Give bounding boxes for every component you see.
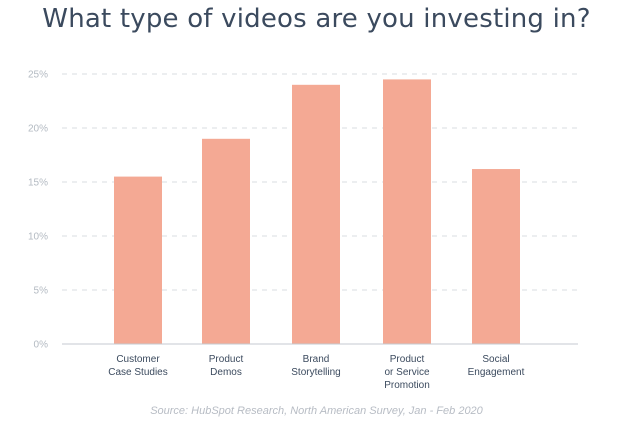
x-tick-label: Product or Service Promotion xyxy=(384,354,430,391)
chart-source: Source: HubSpot Research, North American… xyxy=(150,405,483,417)
y-tick-label: 5% xyxy=(34,286,49,297)
x-tick-label: Social Engagement xyxy=(468,354,525,378)
y-tick-label: 15% xyxy=(28,178,48,189)
bar xyxy=(202,138,250,344)
bar xyxy=(114,176,162,344)
y-tick-label: 25% xyxy=(28,70,48,81)
x-tick-label: Customer Case Studies xyxy=(108,354,167,378)
x-tick-label: Brand Storytelling xyxy=(291,354,340,378)
x-tick-label: Product Demos xyxy=(209,354,244,378)
y-tick-label: 10% xyxy=(28,232,48,243)
chart-title: What type of videos are you investing in… xyxy=(42,4,591,34)
y-tick-label: 0% xyxy=(34,340,49,351)
bar xyxy=(472,169,520,344)
bar xyxy=(383,79,431,345)
bar xyxy=(292,84,340,345)
y-tick-label: 20% xyxy=(28,124,48,135)
